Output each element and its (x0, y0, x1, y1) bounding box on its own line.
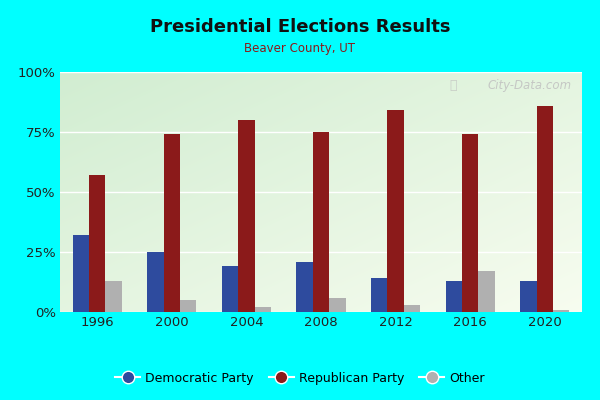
Bar (238, 120, 254, 312)
Bar (520, 281, 536, 312)
Bar (371, 278, 388, 312)
Bar (106, 281, 122, 312)
Bar (313, 132, 329, 312)
Legend: Democratic Party, Republican Party, Other: Democratic Party, Republican Party, Othe… (110, 367, 490, 390)
Bar (222, 266, 238, 312)
Text: ⓘ: ⓘ (449, 79, 457, 92)
Text: City-Data.com: City-Data.com (487, 79, 572, 92)
Bar (388, 110, 404, 312)
Bar (404, 305, 420, 312)
Bar (296, 262, 313, 312)
Bar (89, 175, 106, 312)
Bar (164, 134, 180, 312)
Bar (254, 307, 271, 312)
Bar (536, 106, 553, 312)
Text: Presidential Elections Results: Presidential Elections Results (150, 18, 450, 36)
Bar (147, 252, 164, 312)
Bar (446, 281, 462, 312)
Bar (462, 134, 478, 312)
Bar (553, 310, 569, 312)
Bar (180, 300, 196, 312)
Bar (478, 271, 495, 312)
Text: Beaver County, UT: Beaver County, UT (245, 42, 355, 55)
Bar (329, 298, 346, 312)
Bar (73, 235, 89, 312)
